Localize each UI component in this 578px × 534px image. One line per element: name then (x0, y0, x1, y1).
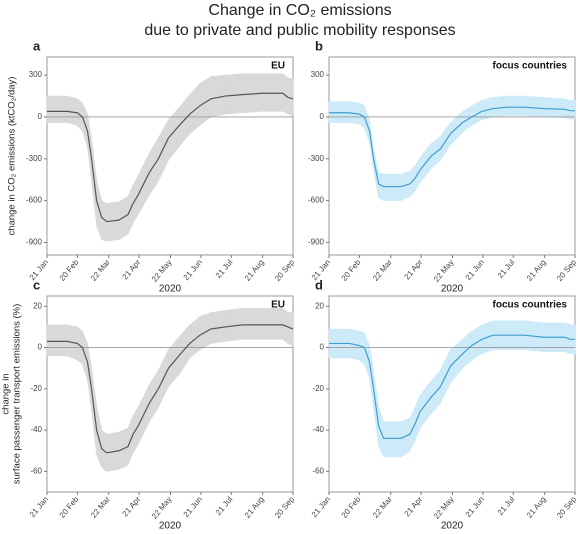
annotation: EU (271, 61, 285, 72)
annotation: focus countries (493, 300, 568, 311)
x-tick-label: 21 Jan (310, 495, 332, 519)
x-tick-label: 21 Apr (121, 258, 143, 282)
y-tick-label: -300 (26, 154, 43, 163)
y-tick-label: -60 (312, 466, 324, 475)
y-tick-label: -40 (30, 425, 42, 434)
y-tick-label: -600 (26, 196, 43, 205)
x-tick-label: 21 Aug (525, 258, 548, 283)
y-tick-label: 20 (315, 301, 324, 310)
uncertainty-band (287, 312, 294, 346)
x-tick-label: 21 Aug (243, 495, 266, 520)
panel-label: d (315, 277, 323, 292)
y-tick-label: 300 (29, 70, 43, 79)
x-tick-label: 22 May (432, 258, 456, 284)
line (329, 106, 575, 188)
y-tick-label: 0 (320, 343, 325, 352)
x-tick-label: 20 Sep (273, 494, 297, 520)
x-tick-label: 21 Jun (182, 258, 204, 282)
x-tick-label: 20 Feb (340, 494, 363, 519)
annotation: focus countries (493, 61, 568, 72)
uncertainty-band (543, 97, 566, 118)
uncertainty-band (492, 95, 508, 118)
uncertainty-band (506, 95, 525, 116)
line (47, 92, 294, 223)
y-tick-label: 0 (38, 112, 43, 121)
x-tick-label: 22 Mar (89, 495, 112, 520)
uncertainty-band (328, 101, 350, 123)
y-tick-label: -900 (26, 238, 43, 247)
x-axis-label: 2020 (441, 521, 464, 532)
y-tick-label: 300 (311, 70, 325, 79)
uncertainty-band (199, 312, 212, 351)
x-tick-label: 20 Feb (340, 257, 363, 282)
plot-area (328, 56, 576, 256)
y-axis-label: surface passenger transport emissions (%… (12, 304, 23, 485)
uncertainty-band (388, 173, 402, 201)
uncertainty-band (261, 308, 284, 340)
uncertainty-band (287, 77, 294, 116)
x-tick-label: 20 Feb (58, 494, 81, 519)
uncertainty-band (383, 173, 390, 201)
panel-label: a (33, 38, 41, 53)
x-tick-label: 21 Jan (28, 495, 50, 519)
x-tick-label: 21 Jun (464, 258, 486, 282)
y-tick-label: -60 (30, 466, 42, 475)
uncertainty-band (242, 308, 262, 340)
x-tick-label: 21 Jul (496, 258, 517, 280)
uncertainty-band (569, 99, 576, 120)
x-tick-label: 22 May (150, 495, 174, 521)
uncertainty-band (46, 95, 68, 123)
y-tick-label: -20 (30, 384, 42, 393)
title-line: due to private and public mobility respo… (144, 22, 455, 39)
line (329, 334, 575, 439)
x-tick-label: 21 Jun (464, 495, 486, 519)
title-line: Change in CO₂ emissions (208, 2, 391, 19)
uncertainty-band (383, 421, 390, 458)
x-tick-label: 21 Jul (214, 495, 235, 517)
uncertainty-band (388, 421, 402, 458)
y-tick-label: 20 (33, 301, 42, 310)
x-tick-label: 20 Sep (555, 257, 578, 283)
x-axis-label: 2020 (159, 284, 182, 295)
y-tick-label: -600 (308, 196, 325, 205)
y-axis-label: change in CO₂ emissions (ktCO₂/day) (7, 77, 18, 236)
uncertainty-band (46, 324, 68, 357)
x-tick-label: 22 Mar (371, 495, 394, 520)
y-tick-label: 0 (38, 343, 43, 352)
x-tick-label: 20 Feb (58, 257, 81, 282)
y-tick-label: -20 (312, 384, 324, 393)
x-tick-label: 21 Jun (182, 495, 204, 519)
x-tick-label: 21 Apr (121, 495, 143, 519)
y-tick-label: -900 (308, 238, 325, 247)
x-tick-label: 21 Apr (403, 495, 425, 519)
x-tick-label: 22 May (432, 495, 456, 521)
line (47, 324, 294, 454)
y-axis-label: change in (1, 373, 12, 414)
panel-label: c (33, 277, 40, 292)
panel-label: b (315, 38, 323, 53)
uncertainty-band (66, 95, 78, 126)
x-tick-label: 20 Sep (273, 257, 297, 283)
x-tick-label: 22 Mar (89, 258, 112, 283)
x-tick-label: 21 Apr (403, 258, 425, 282)
y-tick-label: -40 (312, 425, 324, 434)
annotation: EU (271, 300, 285, 311)
x-tick-label: 21 Aug (243, 258, 266, 283)
y-tick-label: 0 (320, 112, 325, 121)
uncertainty-band (261, 73, 284, 112)
uncertainty-band (224, 73, 243, 115)
x-axis-label: 2020 (159, 521, 182, 532)
y-tick-label: -300 (308, 154, 325, 163)
x-tick-label: 22 May (150, 258, 174, 284)
x-tick-label: 22 Mar (371, 258, 394, 283)
x-tick-label: 21 Jul (214, 258, 235, 280)
x-tick-label: 20 Sep (555, 494, 578, 520)
uncertainty-band (199, 75, 212, 126)
x-tick-label: 21 Jul (496, 495, 517, 517)
x-tick-label: 21 Aug (525, 495, 548, 520)
uncertainty-band (524, 95, 544, 118)
x-axis-label: 2020 (441, 284, 464, 295)
